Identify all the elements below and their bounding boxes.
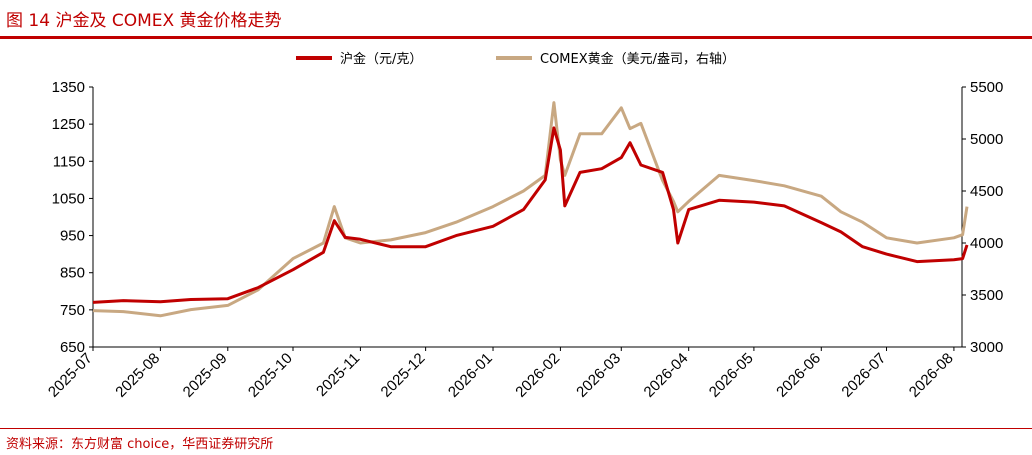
legend-label-right-series: COMEX黄金（美元/盎司，右轴） bbox=[540, 51, 735, 67]
y-right-tick-label: 5000 bbox=[970, 131, 1003, 148]
y-right-tick-label: 4500 bbox=[970, 183, 1003, 200]
x-tick-label: 2026-06 bbox=[773, 350, 824, 401]
bottom-rule bbox=[0, 428, 1032, 429]
x-tick-label: 2025-09 bbox=[180, 350, 231, 401]
y-right-tick-label: 3000 bbox=[970, 339, 1003, 356]
source-note: 资料来源：东方财富 choice，华西证券研究所 bbox=[6, 437, 274, 452]
x-tick-label: 2026-02 bbox=[512, 350, 563, 401]
series-line-shfe-gold bbox=[92, 126, 969, 304]
x-tick-label: 2026-05 bbox=[706, 350, 757, 401]
x-tick-label: 2025-10 bbox=[245, 350, 296, 401]
figure-title: 图 14 沪金及 COMEX 黄金价格走势 bbox=[6, 11, 282, 31]
axes: 650 750 850 950 1050 1150 1250 1350 3000 3500 4000… bbox=[45, 79, 1004, 401]
x-tick-label: 2025-12 bbox=[377, 350, 428, 401]
x-tick-label: 2026-04 bbox=[641, 350, 692, 401]
legend: 沪金（元/克） COMEX黄金（美元/盎司，右轴） bbox=[296, 51, 735, 67]
legend-label-left-series: 沪金（元/克） bbox=[340, 51, 422, 67]
y-right-tick-label: 4000 bbox=[970, 235, 1003, 252]
y-left-tick-label: 1150 bbox=[53, 153, 85, 170]
y-left-tick-label: 1250 bbox=[52, 116, 85, 133]
x-tick-label: 2026-08 bbox=[906, 350, 957, 401]
y-left-tick-label: 750 bbox=[60, 302, 85, 319]
y-left-tick-label: 1350 bbox=[52, 79, 85, 96]
series-group bbox=[92, 101, 969, 318]
series-line-comex-gold bbox=[92, 101, 969, 318]
x-tick-label: 2025-07 bbox=[45, 350, 96, 401]
x-tick-label: 2025-08 bbox=[112, 350, 163, 401]
x-tick-label: 2026-07 bbox=[838, 350, 889, 401]
x-tick-label: 2025-11 bbox=[313, 350, 363, 400]
y-left-tick-label: 1050 bbox=[52, 190, 85, 207]
y-right-tick-label: 3500 bbox=[970, 287, 1003, 304]
y-left-tick-label: 650 bbox=[60, 339, 85, 356]
y-right-tick-label: 5500 bbox=[970, 79, 1003, 96]
x-tick-label: 2026-01 bbox=[445, 350, 496, 401]
y-left-tick-label: 850 bbox=[60, 265, 85, 282]
top-rule bbox=[0, 36, 1032, 39]
x-tick-label: 2026-03 bbox=[573, 350, 624, 401]
y-left-tick-label: 950 bbox=[60, 228, 85, 245]
